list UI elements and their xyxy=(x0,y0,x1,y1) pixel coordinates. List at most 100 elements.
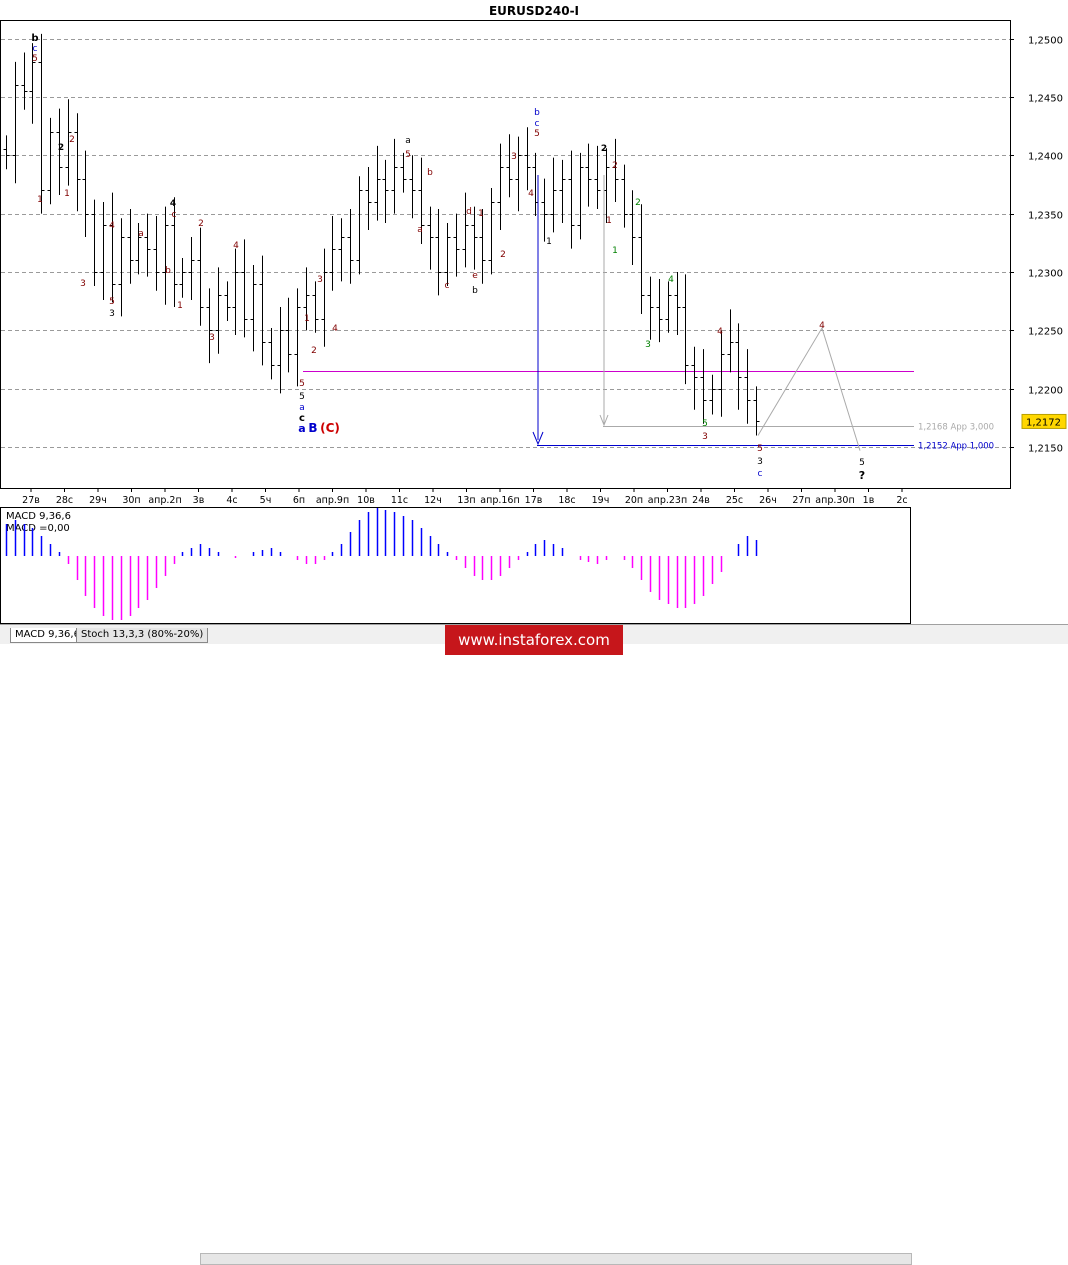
wave-label: 3 xyxy=(80,279,86,289)
wave-label: 4 xyxy=(717,327,723,337)
y-tick-label: 1,2150 xyxy=(1028,444,1063,455)
current-price-tag: 1,2172 xyxy=(1021,413,1067,429)
wave-label: b xyxy=(31,33,38,44)
x-tick-label: апр.9п xyxy=(316,495,349,506)
wave-label: (C) xyxy=(320,421,340,435)
wave-label: a xyxy=(405,136,411,146)
y-axis: 1,2500 1,2450 1,2400 1,2350 1,2300 1,2250 1,22… xyxy=(1010,36,1063,455)
x-tick-label: 28с xyxy=(56,495,73,506)
x-tick-label: апр.30п xyxy=(815,495,854,506)
wave-label: 5 xyxy=(32,54,38,64)
wave-label: 5 xyxy=(757,444,763,454)
y-tick-label: 1,2400 xyxy=(1028,152,1063,163)
wave-label: c xyxy=(172,210,177,220)
y-tick-label: 1,2450 xyxy=(1028,94,1063,105)
wave-label: 1 xyxy=(612,246,618,256)
wave-label: c xyxy=(535,119,540,129)
wave-label: e xyxy=(472,271,478,281)
x-tick-label: 12ч xyxy=(424,495,442,506)
watermark-banner: www.instaforex.com xyxy=(445,625,623,655)
x-tick-label: 6п xyxy=(293,495,305,506)
x-tick-label: 30п xyxy=(122,495,140,506)
x-tick-label: 1в xyxy=(863,495,875,506)
price-chart[interactable]: EURUSD240-I 1,2500 1,2450 1,2400 1,2350 1,23… xyxy=(0,0,1068,656)
main-plot-frame xyxy=(0,20,1011,489)
wave-label: 2 xyxy=(198,219,204,229)
x-tick-label: 18с xyxy=(558,495,575,506)
wave-label: 3 xyxy=(757,457,763,467)
wave-label: 1 xyxy=(64,189,70,199)
level-lines: 1,2168 App 3,000 1,2152 App 1,000 xyxy=(303,371,994,452)
wave-label: 4 xyxy=(233,241,239,251)
wave-label: 3 xyxy=(317,275,323,285)
x-tick-label: 26ч xyxy=(759,495,777,506)
arrow-head-gray xyxy=(599,414,609,427)
macd-histogram xyxy=(5,508,758,620)
wave-label: a xyxy=(417,225,423,235)
level-label: 1,2168 App 3,000 xyxy=(918,423,994,433)
wave-label: c xyxy=(33,44,38,54)
x-tick-label: 19ч xyxy=(592,495,610,506)
wave-label: c xyxy=(758,469,763,479)
wave-label: a xyxy=(298,422,305,435)
x-tick-label: 20п xyxy=(625,495,643,506)
wave-label: 4 xyxy=(668,275,674,285)
wave-label: 2 xyxy=(601,144,607,154)
wave-label: 4 xyxy=(332,324,338,334)
wave-label: 5 xyxy=(109,297,115,307)
wave-label: 2 xyxy=(612,161,618,171)
wave-label: 2 xyxy=(69,135,75,145)
wave-label: 2 xyxy=(58,143,64,153)
wave-label: c xyxy=(445,281,450,291)
x-tick-label: 27в xyxy=(22,495,40,506)
wave-label: c xyxy=(299,413,305,424)
wave-label: 5 xyxy=(859,458,865,468)
wave-label: ? xyxy=(859,469,865,482)
wave-label: 4 xyxy=(819,321,825,331)
chart-title: EURUSD240-I xyxy=(489,4,579,18)
arrow-head-blue xyxy=(532,431,544,446)
y-tick-label: 1,2250 xyxy=(1028,327,1063,338)
wave-label: b xyxy=(472,286,478,296)
x-tick-label: 4с xyxy=(226,495,237,506)
grid-lines xyxy=(1,39,1010,448)
x-tick-label: апр.16п xyxy=(480,495,519,506)
x-tick-label: 10в xyxy=(357,495,375,506)
x-tick-label: 3в xyxy=(193,495,205,506)
wave-label: 3 xyxy=(702,432,708,442)
price-tag-text: 1,2172 xyxy=(1026,417,1061,428)
wave-label: d xyxy=(466,207,472,217)
x-tick-label: 11с xyxy=(391,495,408,506)
level-label: 1,2152 App 1,000 xyxy=(918,442,994,452)
wave-label: 2 xyxy=(311,346,317,356)
horizontal-scrollbar[interactable] xyxy=(200,1253,912,1265)
x-tick-label: апр.23п xyxy=(648,495,687,506)
wave-label: 3 xyxy=(209,333,215,343)
wave-label: 1 xyxy=(177,301,183,311)
wave-label: 3 xyxy=(109,309,115,319)
x-tick-label: 17в xyxy=(525,495,543,506)
wave-label: 1 xyxy=(37,195,43,205)
x-tick-label: 24в xyxy=(692,495,710,506)
wave-label: 2 xyxy=(635,198,641,208)
tab-stochastic[interactable]: Stoch 13,3,3 (80%-20%) xyxy=(76,628,209,643)
wave-label: b xyxy=(534,108,540,118)
wave-label: 3 xyxy=(511,152,517,162)
arrows xyxy=(532,175,609,446)
x-tick-label: 13п xyxy=(457,495,475,506)
wave-label: 5 xyxy=(534,129,540,139)
x-axis: 27в 28с 29ч 30п апр.2п 3в 4с 5ч 6п апр.9п 10в 11с 12… xyxy=(22,488,908,506)
wave-label: B xyxy=(308,421,317,435)
y-tick-label: 1,2350 xyxy=(1028,211,1063,222)
wave-label: b xyxy=(427,168,433,178)
wave-label: 1 xyxy=(546,237,552,247)
tab-macd[interactable]: MACD 9,36,6 xyxy=(10,628,85,643)
price-tag-box xyxy=(1021,413,1067,429)
wave-label: a xyxy=(138,229,144,239)
macd-label-main: MACD 9,36,6 xyxy=(6,511,71,522)
wave-label: 5 xyxy=(299,379,305,389)
y-tick-label: 1,2300 xyxy=(1028,269,1063,280)
wave-label: 1 xyxy=(304,314,310,324)
